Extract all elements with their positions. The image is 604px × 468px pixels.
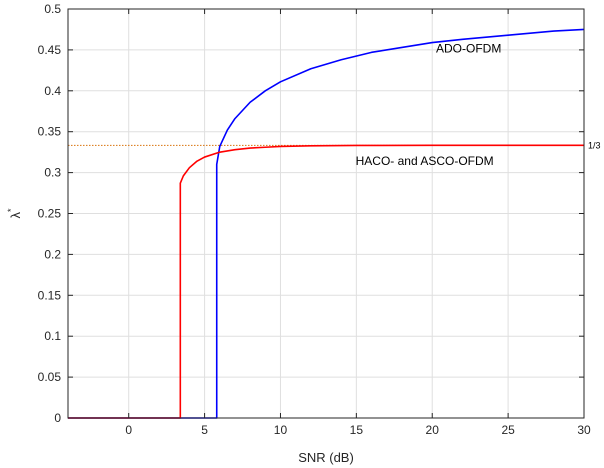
- y-axis-label-superscript: *: [6, 208, 16, 212]
- x-tick-label: 5: [201, 423, 208, 437]
- series-annotation: HACO- and ASCO-OFDM: [356, 154, 494, 168]
- y-tick-label: 0: [54, 411, 61, 425]
- y-tick-label: 0.45: [38, 43, 62, 57]
- y-axis-label: λ*: [6, 208, 23, 219]
- x-tick-label: 30: [577, 423, 591, 437]
- x-axis-label: SNR (dB): [298, 450, 354, 465]
- series-line-ado-ofdm: [68, 28, 585, 419]
- y-tick-label: 0.25: [38, 207, 62, 221]
- y-tick-label: 0.35: [38, 125, 62, 139]
- reference-line-label: 1/3: [588, 140, 601, 150]
- series-layer: [68, 28, 585, 419]
- annotations: ADO-OFDM HACO- and ASCO-OFDM 1/3: [356, 41, 601, 168]
- y-axis-label-symbol: λ: [8, 212, 23, 219]
- svg-text:λ*: λ*: [6, 208, 23, 219]
- x-tick-label: 0: [125, 423, 132, 437]
- y-tick-label: 0.1: [44, 329, 61, 343]
- y-tick-label: 0.15: [38, 288, 62, 302]
- x-tick-label: 25: [501, 423, 515, 437]
- y-tick-label: 0.2: [44, 247, 61, 261]
- series-line-haco-and-asco-ofdm: [68, 144, 584, 419]
- x-tick-label: 15: [350, 423, 364, 437]
- y-tick-label: 0.3: [44, 166, 61, 180]
- x-tick-label: 10: [274, 423, 288, 437]
- axis-ticks: 0 5 10 15 20 25 30 0 0.05 0.1 0.15 0.2 0.25 0.3 0.35 0.…: [38, 2, 591, 437]
- y-tick-label: 0.05: [38, 370, 62, 384]
- y-tick-label: 0.4: [44, 84, 61, 98]
- series-annotation: ADO-OFDM: [436, 41, 501, 55]
- y-tick-label: 0.5: [44, 2, 61, 16]
- x-tick-label: 20: [426, 423, 440, 437]
